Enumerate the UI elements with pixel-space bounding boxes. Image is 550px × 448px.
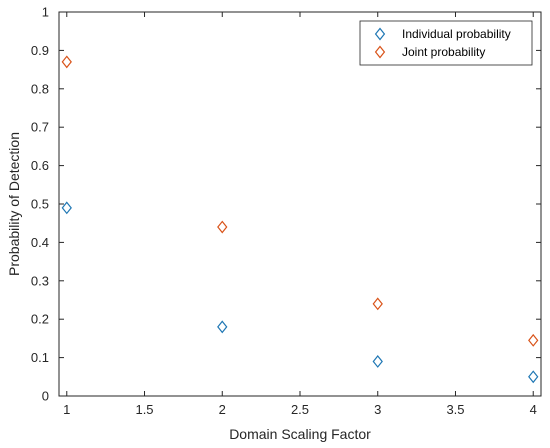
y-tick-label: 0.1: [31, 350, 49, 365]
series-1: [61, 201, 539, 384]
data-point: [528, 333, 539, 347]
data-point: [372, 297, 383, 311]
y-tick-label: 0.7: [31, 120, 49, 135]
y-tick-label: 0.8: [31, 81, 49, 96]
y-tick-label: 0.9: [31, 43, 49, 58]
x-tick-label: 3: [374, 402, 381, 417]
y-tick-label: 1: [42, 5, 49, 20]
ticks: 1 1.5 2 2.5 3 3.5 4 0 0.1 0.2 0.3 0.4 0.5 0.6 0.7 0.8 0.…: [31, 5, 541, 417]
x-tick-label: 2: [219, 402, 226, 417]
y-tick-label: 0.6: [31, 158, 49, 173]
series-2: [61, 55, 539, 347]
legend-entry: Joint probability: [374, 45, 485, 59]
data-point: [217, 220, 228, 234]
y-tick-label: 0.4: [31, 235, 49, 250]
legend: Individual probability Joint probability: [359, 20, 533, 66]
x-axis-label: Domain Scaling Factor: [229, 426, 371, 442]
legend-items: Individual probability Joint probability: [374, 27, 511, 59]
legend-label: Individual probability: [402, 27, 511, 41]
y-tick-label: 0.3: [31, 273, 49, 288]
y-axis-label: Probability of Detection: [6, 132, 22, 276]
legend-marker: [374, 27, 386, 41]
x-tick-label: 4: [530, 402, 537, 417]
data-point: [372, 354, 383, 368]
x-tick-label: 1: [63, 402, 70, 417]
x-tick-label: 3.5: [446, 402, 464, 417]
legend-label: Joint probability: [402, 45, 485, 59]
data-point: [61, 201, 72, 215]
y-tick-label: 0.2: [31, 312, 49, 327]
data-points: [61, 55, 539, 384]
x-tick-label: 2.5: [291, 402, 309, 417]
x-tick-label: 1.5: [135, 402, 153, 417]
legend-entry: Individual probability: [374, 27, 511, 41]
y-tick-label: 0: [42, 389, 49, 404]
legend-marker: [374, 45, 386, 59]
data-point: [61, 55, 72, 69]
data-point: [528, 370, 539, 384]
legend-box: [359, 20, 533, 66]
data-point: [217, 320, 228, 334]
y-tick-label: 0.5: [31, 197, 49, 212]
plot-area-frame: [58, 11, 542, 397]
axes: [58, 11, 542, 397]
